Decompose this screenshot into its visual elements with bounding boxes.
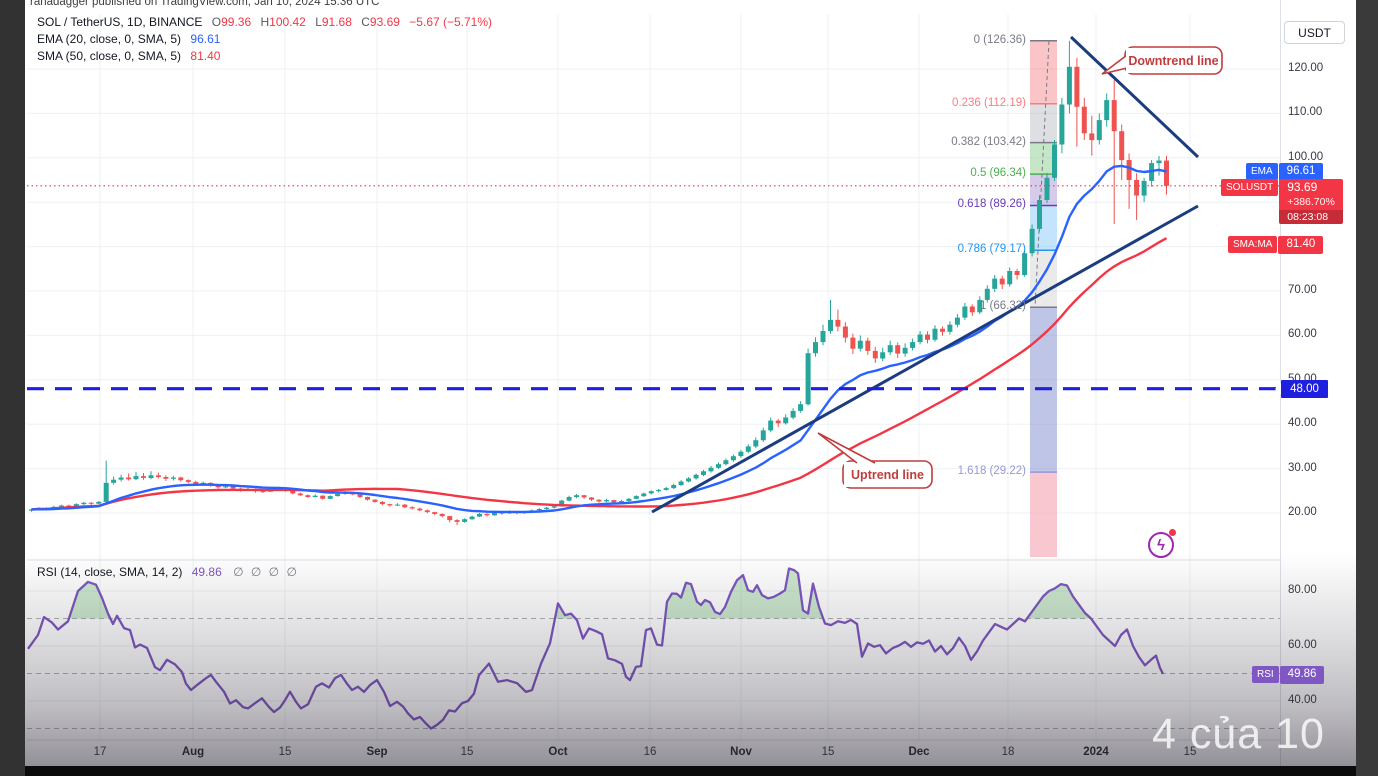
time-tick-label: Oct [548, 746, 568, 758]
open-label: O [211, 15, 222, 29]
time-tick-label: 15 [278, 746, 292, 758]
sma-price-badge[interactable]: SMA:MA 81.40 [1228, 236, 1324, 254]
rsi-badge-label: RSI [1252, 666, 1279, 683]
price-tick-label: 70.00 [1288, 284, 1317, 296]
time-tick-label: Dec [908, 746, 930, 758]
price-tick-label: 20.00 [1288, 506, 1317, 518]
fib-level-label: 0.5 (96.34) [970, 167, 1026, 180]
ema-badge-value: 96.61 [1278, 163, 1324, 181]
horizontal-line-badge[interactable]: 48.00 [1275, 380, 1328, 398]
symbol-badge-label: SOLUSDT [1221, 179, 1279, 196]
symbol-legend-row[interactable]: SOL / TetherUS, 1D, BINANCE O99.36 H100.… [37, 15, 492, 29]
high-label: H [260, 15, 270, 29]
symbol-title: SOL / TetherUS, 1D, BINANCE [37, 15, 203, 29]
last-price: 93.69 [1287, 180, 1318, 194]
change-percent: +386.70% [1287, 196, 1335, 208]
rsi-value-badge[interactable]: RSI 49.86 [1252, 666, 1325, 684]
attribution-text: ranadagger published on TradingView.com,… [30, 0, 380, 8]
change-value: −5.67 (−5.71%) [409, 15, 493, 29]
low-label: L [315, 15, 322, 29]
price-tick-label: 100.00 [1288, 150, 1324, 163]
sma-badge-label: SMA:MA [1228, 236, 1278, 253]
svg-text:Uptrend line: Uptrend line [851, 468, 924, 482]
ema-legend-label: EMA (20, close, 0, SMA, 5) [37, 32, 182, 46]
annotation-callout[interactable]: Uptrend line [817, 432, 933, 489]
rsi-tick-label: 80.00 [1288, 584, 1317, 596]
sma-legend-label: SMA (50, close, 0, SMA, 5) [37, 49, 182, 63]
ema-price-badge[interactable]: EMA 96.61 [1246, 163, 1324, 181]
fib-level-label: 1 (66.32) [979, 300, 1026, 313]
rsi-legend-empties: ∅ ∅ ∅ ∅ [233, 565, 299, 579]
sma-legend-row[interactable]: SMA (50, close, 0, SMA, 5) 81.40 [37, 49, 220, 63]
price-tick-label: 110.00 [1288, 106, 1323, 119]
symbol-price-badge[interactable]: SOLUSDT 93.69 +386.70% 08:23:08 [1221, 179, 1343, 224]
bar-countdown: 08:23:08 [1279, 209, 1343, 224]
time-tick-label: Sep [366, 746, 388, 758]
ema-badge-label: EMA [1246, 163, 1278, 180]
ema-legend-row[interactable]: EMA (20, close, 0, SMA, 5) 96.61 [37, 32, 220, 46]
fib-level-label: 1.618 (29.22) [957, 465, 1026, 478]
close-value: 93.69 [369, 15, 400, 29]
video-watermark: 4 của 10 [1152, 710, 1325, 758]
letterbox-bottom [0, 766, 1378, 776]
symbol-badge-values: 93.69 +386.70% 08:23:08 [1279, 179, 1343, 224]
svg-text:Downtrend line: Downtrend line [1128, 54, 1218, 68]
low-value: 91.68 [321, 15, 352, 29]
letterbox-right [1356, 0, 1378, 776]
fib-level-label: 0.618 (89.26) [957, 198, 1026, 211]
price-tick-label: 120.00 [1288, 62, 1324, 74]
time-tick-label: Aug [181, 746, 205, 758]
fib-level-label: 0 (126.36) [973, 33, 1026, 46]
price-tick-label: 60.00 [1288, 328, 1317, 341]
price-tick-label: 30.00 [1288, 461, 1317, 474]
currency-toggle-button[interactable]: USDT [1284, 21, 1345, 44]
notification-dot-icon [1169, 529, 1176, 536]
time-tick-label: 16 [643, 746, 657, 758]
open-value: 99.36 [221, 15, 252, 29]
annotation-callout[interactable]: Downtrend line [1101, 46, 1223, 75]
high-value: 100.42 [269, 15, 306, 29]
rsi-legend-row[interactable]: RSI (14, close, SMA, 14, 2) 49.86 ∅ ∅ ∅ … [37, 565, 299, 579]
fib-level-label: 0.236 (112.19) [952, 96, 1026, 109]
fib-level-label: 0.382 (103.42) [951, 135, 1026, 148]
ema-legend-value: 96.61 [190, 32, 221, 46]
time-axis[interactable]: 17 Aug 15 Sep 15 Oct 16 Nov 15 Dec 18 2024 15 [27, 740, 1280, 766]
rsi-legend-label: RSI (14, close, SMA, 14, 2) [37, 565, 183, 579]
time-tick-label: 15 [821, 746, 835, 758]
time-tick-label: 18 [1001, 746, 1015, 758]
time-tick-label: 17 [93, 746, 107, 758]
time-tick-label: 15 [460, 746, 474, 758]
close-label: C [361, 15, 370, 29]
fib-level-label: 0.786 (79.17) [957, 243, 1026, 256]
rsi-legend-value: 49.86 [191, 565, 222, 579]
rsi-tick-label: 60.00 [1288, 639, 1317, 651]
horizontal-line-value: 48.00 [1290, 383, 1319, 395]
sma-legend-value: 81.40 [190, 49, 221, 63]
sma-badge-value: 81.40 [1278, 236, 1324, 254]
rsi-badge-value: 49.86 [1279, 666, 1325, 684]
rsi-tick-label: 40.00 [1288, 694, 1317, 706]
time-tick-label: Nov [730, 746, 752, 758]
time-tick-label: 2024 [1083, 746, 1109, 758]
price-tick-label: 40.00 [1288, 417, 1317, 430]
letterbox-left [0, 0, 25, 776]
flash-idea-icon[interactable]: ϟ [1148, 532, 1174, 558]
